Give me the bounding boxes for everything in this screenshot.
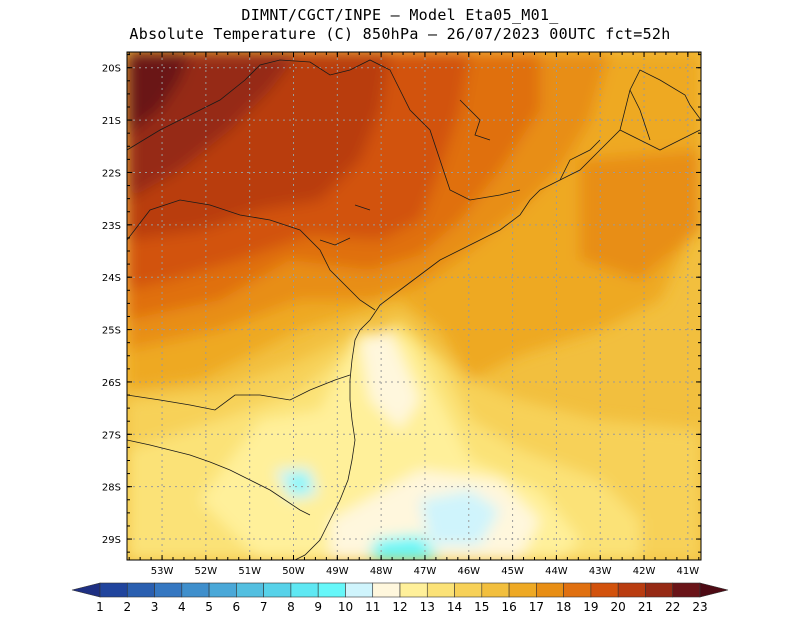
- colorbar-swatch: [317, 582, 346, 598]
- colorbar-label: 7: [260, 600, 268, 614]
- colorbar-swatch: [154, 582, 183, 598]
- colorbar-label: 3: [151, 600, 159, 614]
- lon-label: 43W: [589, 566, 612, 577]
- colorbar-swatch: [426, 582, 455, 598]
- field-23: [127, 52, 190, 135]
- colorbar-swatch: [508, 582, 537, 598]
- field-10: [370, 535, 440, 560]
- coast-detail-1: [619, 129, 701, 151]
- coastline: [294, 69, 701, 560]
- colorbar-label: 13: [420, 600, 435, 614]
- border-pr-sc: [127, 374, 351, 411]
- colorbar-swatch: [372, 582, 401, 598]
- reservoir-1: [459, 99, 491, 141]
- lat-label: 28S: [102, 483, 121, 494]
- colorbar-swatch: [208, 582, 237, 598]
- latitude-labels: 20S 21S 22S 23S 24S 25S 26S 27S 28S 29S: [102, 64, 121, 546]
- border-es: [629, 89, 651, 141]
- colorbar-label: 18: [556, 600, 571, 614]
- lon-label: 45W: [501, 566, 524, 577]
- colorbar-swatch: [454, 582, 483, 598]
- field-11: [420, 490, 500, 545]
- lat-label: 26S: [102, 378, 121, 389]
- lon-label: 48W: [370, 566, 393, 577]
- coastlines-and-borders: [127, 59, 701, 560]
- colorbar-swatch: [672, 582, 701, 598]
- lon-label: 51W: [238, 566, 261, 577]
- lat-label: 29S: [102, 535, 121, 546]
- colorbar-swatch: [481, 582, 510, 598]
- colorbar-swatch: [99, 582, 128, 598]
- triangle-left-icon: [71, 582, 101, 598]
- colorbar-label: 16: [501, 600, 516, 614]
- border-sc-rs: [127, 439, 311, 516]
- colorbar-swatch: [345, 582, 374, 598]
- lon-label: 50W: [282, 566, 305, 577]
- border-mg-sp: [127, 59, 521, 201]
- colorbar-label: 11: [365, 600, 380, 614]
- colorbar-swatch: [590, 582, 619, 598]
- border-rj: [559, 139, 601, 181]
- reservoir-2: [319, 237, 351, 246]
- colorbar-swatch: [263, 582, 292, 598]
- lon-label: 44W: [545, 566, 568, 577]
- colorbar-swatch: [563, 582, 592, 598]
- lat-label: 23S: [102, 221, 121, 232]
- temperature-field: [127, 52, 701, 560]
- colorbar-swatch: [617, 582, 646, 598]
- colorbar-label: 23: [692, 600, 707, 614]
- colorbar-swatch: [399, 582, 428, 598]
- lon-label: 46W: [457, 566, 480, 577]
- lat-label: 27S: [102, 430, 121, 441]
- triangle-right-icon: [699, 582, 729, 598]
- border-sp-pr: [127, 199, 376, 311]
- colorbar-label: 5: [205, 600, 213, 614]
- lon-label: 52W: [195, 566, 218, 577]
- reservoir-3: [354, 204, 371, 211]
- colorbar-swatch: [536, 582, 564, 598]
- colorbar-swatch: [181, 582, 210, 598]
- colorbar-label: 19: [583, 600, 598, 614]
- lat-label: 22S: [102, 168, 121, 179]
- lat-label: 20S: [102, 64, 121, 75]
- map-title-line1: DIMNT/CGCT/INPE – Model Eta05_M01_: [241, 6, 559, 24]
- colorbar-label: 2: [123, 600, 131, 614]
- lon-label: 41W: [677, 566, 700, 577]
- colorbar-label: 21: [638, 600, 653, 614]
- colorbar-swatch: [126, 582, 155, 598]
- graticule: [127, 52, 701, 560]
- colorbar: 1 2 3 4 5 6 7 8 9 10 11 12 13 14 15 16 17 18 19 20 21 22 23: [71, 582, 729, 614]
- lat-label: 25S: [102, 326, 121, 337]
- field-12: [360, 330, 420, 430]
- colorbar-label: 10: [338, 600, 353, 614]
- colorbar-label: 9: [314, 600, 322, 614]
- colorbar-swatch: [290, 582, 319, 598]
- axis-ticks: [127, 52, 701, 560]
- colorbar-label: 8: [287, 600, 295, 614]
- colorbar-label: 14: [447, 600, 462, 614]
- colorbar-label: 20: [611, 600, 626, 614]
- longitude-labels: 53W 52W 51W 50W 49W 48W 47W 46W 45W 44W 43W 42W 41W: [151, 566, 700, 577]
- colorbar-label: 6: [233, 600, 241, 614]
- lon-label: 42W: [633, 566, 656, 577]
- lon-label: 49W: [326, 566, 349, 577]
- field-18b: [580, 150, 700, 280]
- colorbar-label: 4: [178, 600, 186, 614]
- colorbar-swatch: [645, 582, 674, 598]
- lon-label: 47W: [414, 566, 437, 577]
- lat-label: 24S: [102, 273, 121, 284]
- colorbar-label: 17: [529, 600, 544, 614]
- colorbar-swatch: [236, 582, 264, 598]
- colorbar-label: 15: [474, 600, 489, 614]
- lon-label: 53W: [151, 566, 174, 577]
- map-title-line2: Absolute Temperature (C) 850hPa – 26/07/…: [129, 25, 671, 43]
- colorbar-label: 12: [392, 600, 407, 614]
- lat-label: 21S: [102, 116, 121, 127]
- colorbar-label: 1: [96, 600, 104, 614]
- colorbar-label: 22: [665, 600, 680, 614]
